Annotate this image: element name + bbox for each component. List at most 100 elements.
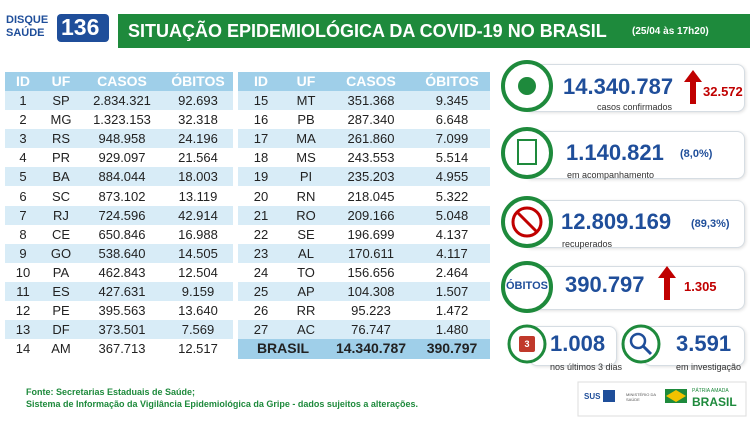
table-cell: 17 (253, 131, 269, 147)
table-cell: 9.159 (181, 284, 215, 299)
table-cell: 7.099 (435, 131, 469, 147)
stat-increase: 1.305 (684, 279, 717, 294)
source: Sistema de Informação da Vigilância Epid… (26, 399, 418, 409)
table-cell: 650.846 (98, 226, 146, 242)
stat-value: 3.591 (676, 331, 732, 356)
icon-deaths (501, 261, 553, 313)
table-cell: 5.514 (435, 150, 469, 166)
table-cell: 12 (15, 303, 31, 319)
icon-clipboard (501, 127, 553, 179)
column-header: UF (51, 73, 71, 89)
stat-label: recuperados (562, 239, 613, 249)
table-cell: 1.323.153 (93, 112, 151, 128)
magnifier-handle (641, 344, 653, 356)
table-row (5, 167, 233, 187)
table-cell: 7 (19, 207, 27, 223)
timestamp: (25/04 às 17h20) (632, 26, 709, 37)
table-cell: 218.045 (347, 188, 395, 204)
table-cell: 13 (15, 322, 31, 338)
table-cell: 8 (19, 226, 27, 242)
table-row (238, 129, 490, 149)
table-cell: BA (52, 169, 70, 185)
table-cell: 4.955 (435, 169, 469, 185)
column-header: CASOS (97, 73, 147, 89)
table-cell: 427.631 (98, 284, 146, 299)
country: BRASIL (692, 395, 737, 409)
table-cell: 5 (19, 169, 27, 185)
magnifier (629, 332, 647, 350)
total-cell: 390.797 (426, 340, 478, 357)
table-cell: PR (51, 150, 71, 166)
table-cell: 351.368 (347, 93, 395, 108)
table-cell: 15 (253, 93, 269, 108)
no-sign-bar (515, 210, 539, 234)
stat-card (523, 64, 745, 112)
table-cell: 104.308 (347, 284, 395, 299)
table-cell: MT (296, 93, 316, 108)
table-cell: 156.656 (347, 264, 395, 280)
table-cell: 5.322 (435, 188, 469, 204)
table-cell: 20 (253, 188, 269, 204)
table-row (5, 186, 233, 206)
table-cell: 367.713 (98, 341, 146, 357)
table-cell: AC (296, 322, 316, 338)
table-cell: 18 (253, 150, 269, 166)
stat-card (523, 131, 745, 179)
table-cell: 7.569 (181, 322, 215, 338)
stat-label: em investigação (676, 362, 742, 372)
table-cell: 395.563 (98, 303, 146, 319)
stat-card (523, 266, 745, 310)
table-cell: 14.505 (178, 245, 218, 261)
table-row (5, 91, 233, 111)
table-cell: SC (51, 188, 71, 204)
table-cell: 1.472 (435, 303, 469, 319)
table-cell: 170.611 (347, 245, 395, 261)
table-cell: 287.340 (347, 112, 395, 128)
table-cell: CE (51, 226, 71, 242)
table-cell: 929.097 (98, 150, 146, 166)
table-cell: AP (297, 284, 315, 299)
table-cell: 538.640 (98, 245, 146, 261)
table-cell: MS (296, 150, 316, 166)
table-cell: 18.003 (178, 169, 218, 185)
table-cell: 235.203 (347, 169, 395, 185)
calendar (519, 336, 535, 352)
table-cell: 42.914 (178, 207, 218, 223)
table-cell: 22 (253, 226, 269, 242)
table-cell: 3 (19, 131, 27, 147)
table-cell: AL (298, 245, 314, 261)
column-header: ID (254, 73, 268, 89)
table-row (238, 110, 490, 130)
table-cell: 16 (253, 112, 269, 128)
icon-virus-core (518, 77, 536, 95)
stat-value: 14.340.787 (563, 74, 674, 99)
table-cell: DF (52, 322, 70, 338)
table-cell: 6.648 (435, 112, 469, 128)
column-header: ÓBITOS (425, 73, 479, 89)
sus-cross (603, 390, 615, 402)
table-cell: 24 (253, 264, 269, 280)
motto: PÁTRIA AMADA (692, 388, 729, 394)
table-cell: 948.958 (98, 131, 146, 147)
table-cell: 243.553 (347, 150, 395, 166)
table-cell: 9 (19, 245, 27, 261)
table-row (5, 224, 233, 244)
table-row (238, 186, 490, 206)
table-row (5, 282, 233, 302)
table-cell: 196.699 (347, 226, 395, 242)
stat-percent: (89,3%) (691, 218, 730, 230)
table-cell: 13.640 (178, 303, 218, 319)
table-row (5, 110, 233, 130)
table-cell: 16.988 (178, 226, 218, 242)
stat-percent: (8,0%) (680, 148, 713, 160)
table-cell: PB (297, 112, 315, 128)
table-cell: 76.747 (351, 322, 391, 338)
logo-top: DISQUE (6, 14, 49, 26)
table-cell: MG (50, 112, 72, 128)
table-cell: SE (297, 226, 315, 242)
table-cell: RJ (53, 207, 69, 223)
table-row (238, 205, 490, 225)
table-cell: GO (50, 245, 72, 261)
total-cell: BRASIL (256, 340, 310, 357)
